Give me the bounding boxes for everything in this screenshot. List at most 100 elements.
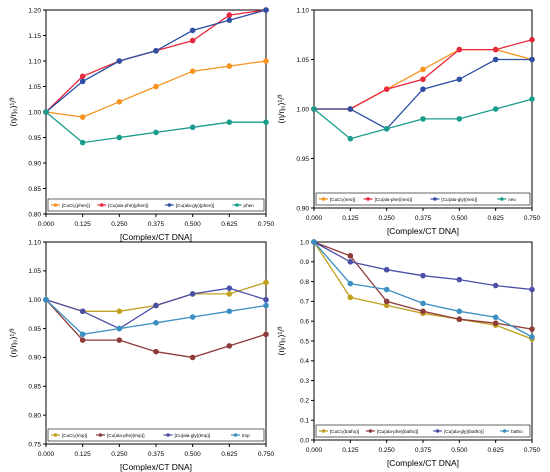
legend: [CuCl₂(tmp)] [Cu(ala-phe)(tmp)] [Cu(ala-gl…: [47, 428, 265, 442]
y-tick-label: 0.95: [296, 156, 309, 163]
x-tick-label: 0.500: [185, 451, 202, 458]
data-point: [79, 331, 86, 338]
x-tick-label: 0.125: [342, 447, 359, 454]
y-tick-label: 0.3: [300, 378, 309, 385]
data-point: [43, 109, 49, 115]
y-axis-label: (η/η₀)¹/³: [8, 328, 18, 357]
data-point: [263, 7, 269, 13]
x-tick-label: 0.125: [75, 221, 92, 228]
x-tick-label: 0.125: [75, 451, 92, 458]
x-tick-label: 0.375: [415, 447, 432, 454]
legend-swatch-marker: [502, 429, 507, 433]
x-tick-label: 0.625: [488, 447, 505, 454]
data-point: [420, 116, 426, 122]
data-point: [383, 286, 390, 293]
x-tick-label: 0.250: [111, 221, 128, 228]
data-point: [226, 12, 233, 18]
data-point: [79, 337, 86, 343]
legend-box: [47, 428, 265, 442]
y-tick-label: 0.90: [28, 355, 41, 362]
legend-label: [Cu(ala-phe)(tmp)]: [107, 433, 145, 438]
data-point: [189, 37, 196, 44]
data-point: [456, 276, 463, 283]
data-point: [347, 259, 354, 265]
legend-swatch-marker: [321, 197, 326, 201]
data-point: [189, 124, 196, 131]
data-point: [492, 46, 499, 53]
data-point: [492, 106, 499, 112]
x-tick-label: 0.250: [379, 447, 396, 454]
x-tick-label: 0.375: [148, 221, 165, 228]
legend-label: [CuCl₂(phen)]: [62, 203, 90, 208]
y-tick-label: 1.0: [300, 239, 309, 246]
legend-swatch-marker: [53, 433, 58, 437]
y-tick-label: 0.0: [300, 437, 309, 444]
data-point: [153, 302, 159, 309]
data-point: [311, 106, 317, 112]
data-point: [529, 36, 535, 43]
y-tick-label: 0.7: [300, 299, 309, 306]
series-line-2: [45, 299, 267, 359]
data-point: [383, 86, 390, 92]
legend-label: [Cu(ala-gly)(tmp)]: [175, 433, 211, 438]
chart-panel-4: 0.000 0.125 0.250 0.375 0.500 0.625 0.750 0.0 0.…: [276, 239, 541, 468]
data-point: [529, 334, 535, 340]
x-tick-label: 0.250: [379, 215, 396, 222]
data-point: [116, 99, 123, 105]
y-tick-label: 1.05: [28, 84, 41, 91]
legend-swatch-marker: [166, 433, 170, 437]
data-point: [492, 56, 499, 63]
y-axis-label: (η/η₀)¹/³: [276, 94, 286, 123]
data-point: [456, 308, 463, 315]
plot-frame: [313, 241, 533, 441]
chart-panel-3: 0.000 0.125 0.250 0.375 0.500 0.625 0.750 0.75 0…: [8, 239, 275, 472]
legend-label: phen: [244, 203, 255, 208]
legend-swatch-marker: [233, 433, 238, 437]
series-line-4: [313, 241, 533, 338]
data-point: [420, 308, 426, 315]
data-point: [456, 316, 463, 323]
legend-label: [Cu(ala-phe)(neo)]: [375, 197, 413, 202]
data-point: [116, 308, 123, 315]
legend-swatch-marker: [167, 203, 172, 207]
data-point: [116, 337, 123, 343]
y-tick-label: 1.10: [28, 58, 41, 65]
legend-swatch-marker: [499, 197, 504, 201]
x-tick-label: 0.000: [38, 221, 55, 228]
x-tick-label: 0.250: [111, 451, 128, 458]
data-point: [420, 300, 426, 307]
data-point: [79, 73, 86, 80]
data-point: [347, 280, 354, 287]
y-tick-label: 0.90: [28, 160, 41, 167]
data-point: [456, 46, 463, 53]
legend-label: [Cu(ala-phe)(phen)]: [108, 203, 148, 208]
data-point: [529, 96, 535, 102]
data-point: [226, 17, 233, 24]
x-tick-label: 0.375: [415, 215, 432, 222]
x-tick-label: 0.750: [258, 451, 275, 458]
data-point: [263, 296, 269, 303]
legend-swatch-marker: [321, 429, 326, 433]
y-tick-label: 1.20: [28, 7, 41, 14]
y-tick-label: 0.1: [300, 418, 309, 425]
data-point: [153, 348, 159, 355]
y-tick-label: 1.15: [28, 33, 41, 40]
series-line-2: [45, 9, 267, 113]
x-tick-label: 0.750: [524, 447, 541, 454]
plot-frame: [45, 241, 267, 445]
data-point: [420, 66, 426, 73]
chart-panel-1: 0.000 0.125 0.250 0.375 0.500 0.625 0.750 0.80 0…: [8, 7, 275, 242]
x-tick-label: 0.625: [488, 215, 505, 222]
y-tick-label: 0.9: [300, 259, 309, 266]
y-tick-label: 0.75: [28, 441, 41, 448]
data-point: [79, 308, 86, 315]
legend-box: [47, 198, 265, 212]
data-point: [79, 114, 86, 120]
data-point: [189, 291, 196, 297]
y-tick-label: 0.80: [28, 412, 41, 419]
x-tick-label: 0.125: [342, 215, 359, 222]
data-point: [116, 58, 123, 64]
y-tick-label: 0.4: [300, 358, 309, 365]
data-point: [116, 325, 123, 332]
